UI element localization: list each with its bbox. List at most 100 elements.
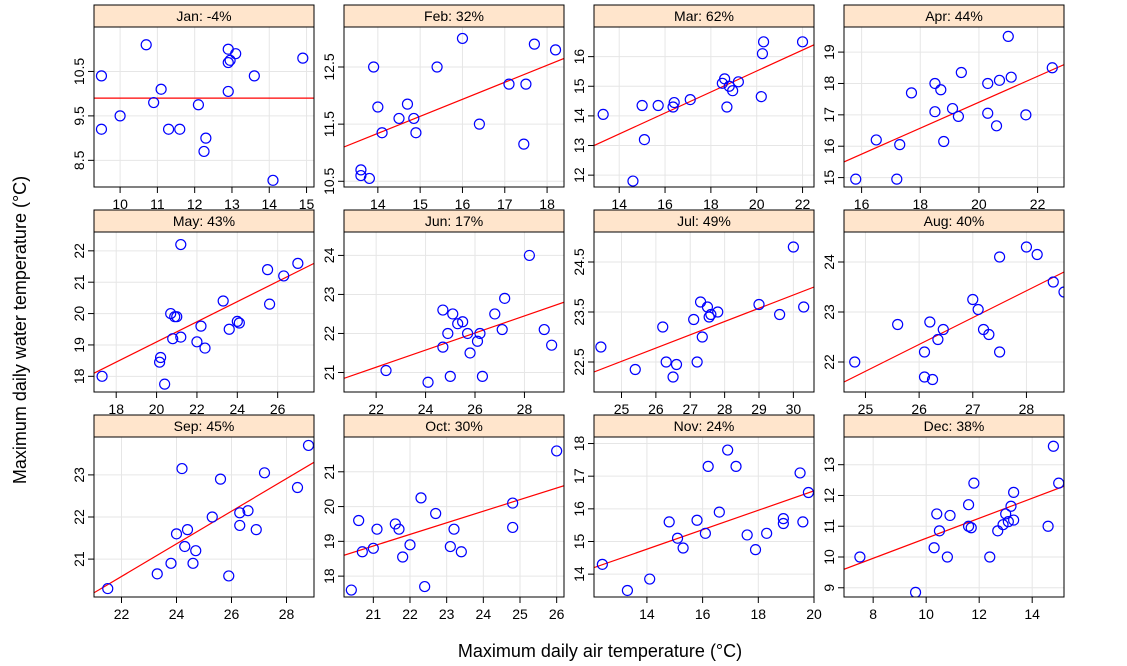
data-point	[200, 132, 212, 144]
data-point	[230, 48, 242, 60]
data-point	[684, 93, 696, 106]
x-tick-label: 26	[911, 401, 927, 417]
data-point	[195, 320, 207, 332]
data-point	[518, 138, 530, 150]
panel-title: Apr: 44%	[925, 8, 983, 24]
data-point	[944, 509, 956, 522]
x-tick-label: 20	[971, 196, 987, 212]
panels: Jan: -4% 10 11 12 13 14 15 8.5 9.5 10.5 Feb: 32% 14…	[71, 4, 1065, 622]
x-axis-ticks: 14 16 18 20 22	[611, 187, 811, 212]
data-point	[1042, 520, 1054, 532]
x-axis-ticks: 10 11 12 13 14 15	[112, 187, 315, 212]
panel-border	[593, 26, 815, 188]
x-tick-label: 22	[189, 401, 205, 417]
y-tick-label: 17	[821, 107, 837, 123]
fit-line	[594, 44, 814, 147]
data-point	[191, 336, 203, 348]
y-tick-label: 19	[321, 533, 337, 549]
panel-points	[854, 440, 1064, 597]
data-point	[721, 101, 733, 113]
y-tick-label: 12	[571, 167, 587, 183]
y-tick-label: 22	[321, 325, 337, 341]
y-tick-label: 19	[71, 337, 87, 353]
data-point	[473, 118, 485, 130]
y-tick-label: 16	[571, 49, 587, 65]
data-point	[990, 120, 1003, 132]
y-tick-label: 21	[321, 464, 337, 480]
data-point	[671, 532, 684, 544]
data-point	[95, 123, 108, 135]
data-point	[1020, 241, 1033, 253]
data-point	[538, 323, 550, 336]
y-tick-label: 23	[821, 304, 837, 320]
y-axis-title: Maximum daily water temperature (°C)	[10, 176, 30, 484]
y-axis-ticks: 14 15 16 17 18	[571, 436, 594, 582]
panel-points	[597, 36, 809, 187]
data-point	[909, 586, 922, 597]
data-point	[457, 316, 469, 328]
y-tick-label: 18	[571, 436, 587, 452]
data-point	[968, 477, 980, 489]
fit-line	[594, 490, 814, 569]
data-point	[730, 460, 742, 472]
y-axis-ticks: 22 23 24	[821, 254, 844, 370]
y-tick-label: 23	[321, 286, 337, 302]
y-tick-label: 12	[821, 487, 837, 503]
data-point	[114, 110, 126, 122]
data-point	[918, 371, 931, 383]
data-point	[190, 545, 202, 557]
data-point	[474, 327, 486, 340]
data-point	[224, 54, 236, 66]
data-point	[520, 78, 532, 90]
data-point	[924, 316, 936, 328]
data-point	[756, 48, 769, 60]
data-point	[933, 525, 946, 537]
data-point	[499, 292, 511, 304]
data-point	[231, 315, 243, 328]
data-point	[722, 444, 734, 456]
data-point	[749, 544, 762, 556]
data-point	[404, 539, 416, 551]
data-point	[263, 298, 276, 310]
y-tick-label: 19	[821, 44, 837, 60]
data-point	[894, 139, 906, 151]
data-point	[452, 318, 464, 330]
y-tick-label: 10.5	[71, 58, 87, 85]
data-point	[1046, 62, 1058, 74]
data-point	[777, 513, 789, 525]
data-point	[928, 542, 940, 554]
data-point	[597, 108, 609, 121]
data-point	[696, 331, 708, 343]
x-axis-ticks: 25 26 27 28 29 30	[614, 392, 801, 417]
panel-grid	[344, 27, 564, 187]
x-tick-label: 14	[639, 606, 655, 622]
x-tick-label: 14	[370, 196, 386, 212]
y-axis-ticks: 10.5 11.5 12.5	[321, 53, 344, 195]
x-tick-label: 16	[854, 196, 870, 212]
panel-title: Oct: 30%	[425, 418, 483, 434]
data-point	[222, 85, 234, 98]
panel-title: May: 43%	[173, 213, 235, 229]
data-point	[353, 514, 365, 527]
data-point	[170, 528, 183, 540]
x-tick-label: 22	[1030, 196, 1046, 212]
x-tick-label: 18	[108, 401, 124, 417]
data-point	[448, 523, 460, 535]
panel-border	[843, 26, 1065, 188]
data-point	[982, 107, 994, 119]
y-tick-label: 14	[571, 108, 587, 124]
y-tick-label: 18	[71, 368, 87, 384]
data-point	[151, 568, 163, 580]
x-axis-ticks: 25 26 27 28	[858, 392, 1034, 417]
data-point	[447, 308, 459, 320]
x-tick-label: 29	[751, 401, 767, 417]
data-point	[461, 327, 474, 340]
data-point	[507, 497, 519, 509]
data-point	[850, 173, 862, 185]
y-axis-ticks: 9 10 11 12 13	[821, 457, 844, 592]
data-point	[456, 32, 469, 45]
data-point	[1047, 440, 1059, 452]
x-tick-label: 25	[512, 606, 528, 622]
panel-2: Feb: 32% 14 15 16 17 18 10.5 11.5 12.5	[321, 4, 565, 212]
data-point	[757, 36, 770, 48]
